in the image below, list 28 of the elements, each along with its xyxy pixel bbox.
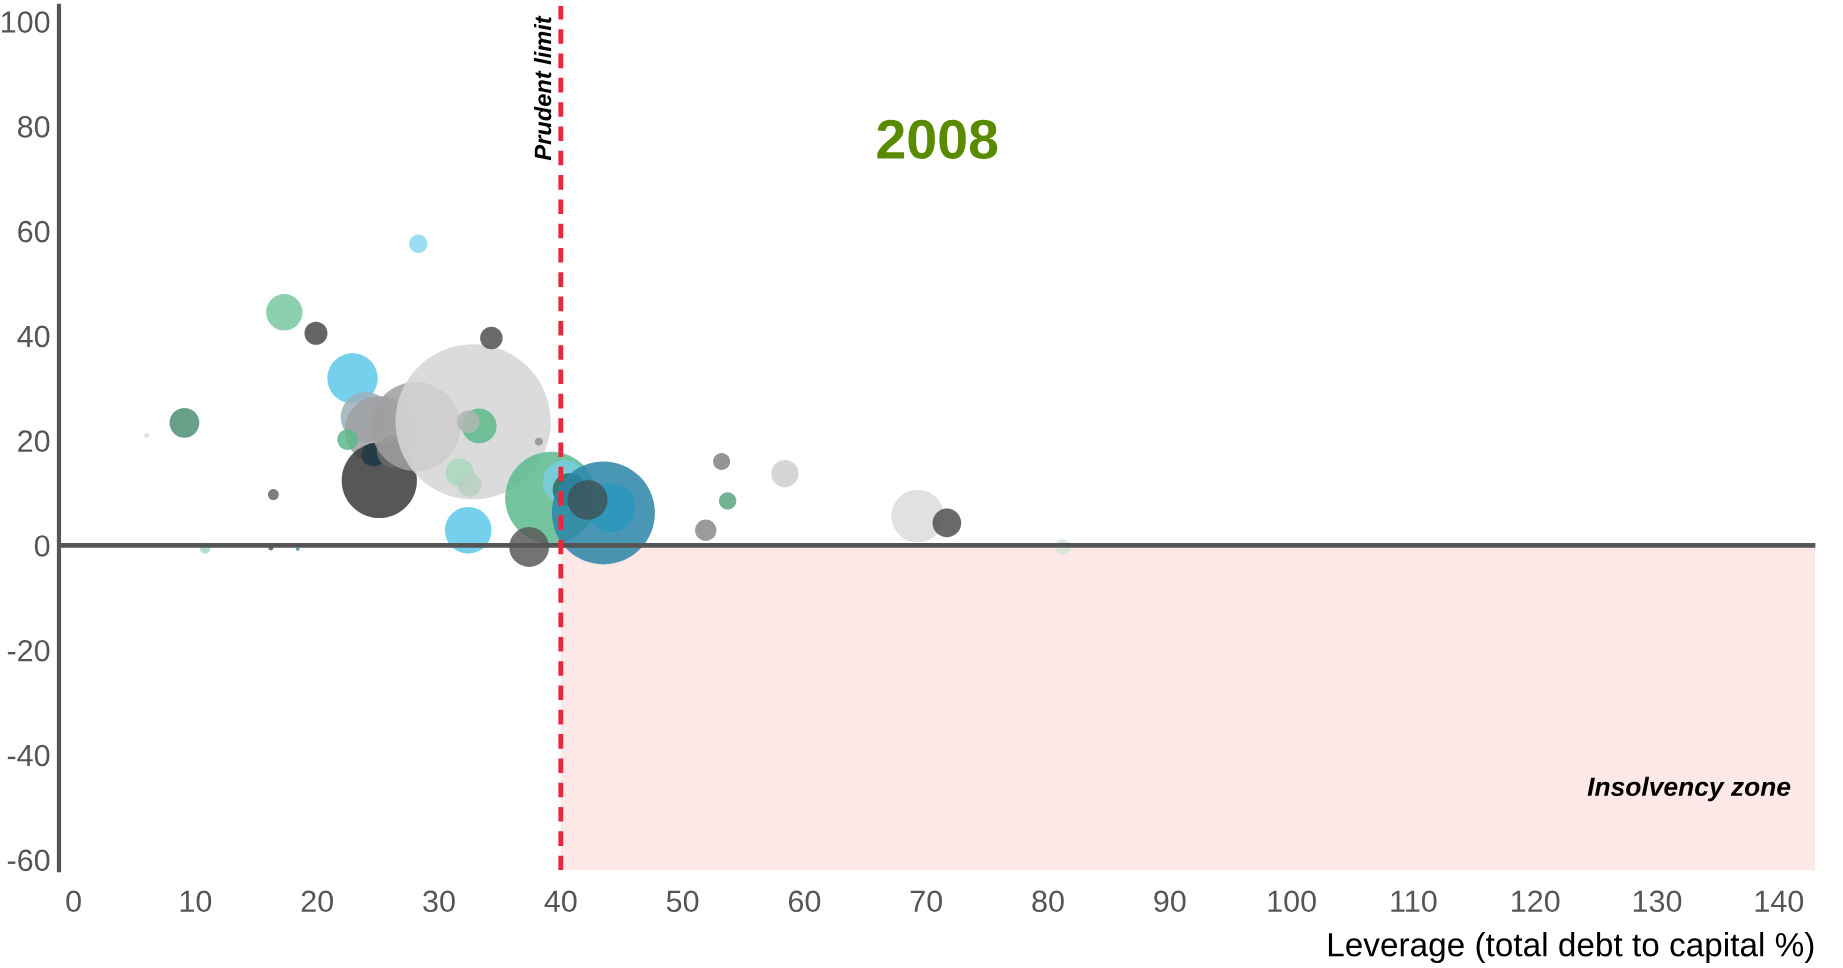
- x-tick-label: 50: [666, 890, 699, 913]
- y-tick-label: 0: [34, 535, 50, 557]
- x-tick-label: 110: [1391, 890, 1437, 913]
- y-tick-label: 60: [18, 220, 50, 243]
- y-tick-label: 100: [2, 11, 50, 33]
- band-label: Insolvency zone: [1587, 776, 1791, 802]
- x-tick-label: 0: [66, 890, 81, 913]
- x-tick-label: 20: [301, 890, 333, 913]
- x-tick-label: 10: [180, 890, 212, 913]
- ref-line-label: Prudent limit: [533, 15, 552, 161]
- x-tick-label: 60: [788, 890, 821, 913]
- y-tick-label: 80: [17, 116, 50, 138]
- x-tick-label: 40: [544, 890, 577, 913]
- y-tick-label: -60: [7, 849, 50, 872]
- x-tick-label: 80: [1032, 890, 1064, 913]
- y-tick-label: 40: [17, 325, 50, 348]
- text: 2008: [877, 119, 998, 160]
- x-tick-label: 140: [1755, 890, 1804, 913]
- x-tick-label: 120: [1512, 890, 1560, 913]
- x-tick-label: 30: [423, 890, 455, 913]
- y-tick-label: 20: [18, 430, 50, 453]
- x-tick-label: 90: [1154, 890, 1186, 913]
- x-tick-label: 130: [1633, 890, 1682, 913]
- x-tick-label: 70: [910, 890, 942, 913]
- y-tick-label: -40: [7, 744, 50, 767]
- x-axis-title: Leverage (total debt to capital %): [1328, 932, 1814, 964]
- y-tick-label: -20: [7, 639, 50, 662]
- x-tick-label: 100: [1268, 890, 1316, 913]
